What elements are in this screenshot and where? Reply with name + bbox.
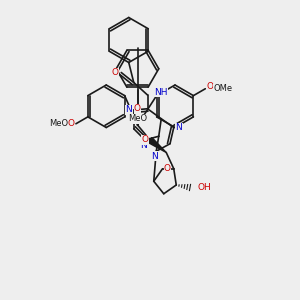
Text: OMe: OMe	[213, 84, 232, 93]
Text: MeO: MeO	[128, 114, 147, 123]
Text: N: N	[152, 152, 158, 161]
Text: N: N	[140, 140, 147, 149]
Text: O: O	[164, 164, 171, 173]
Text: O: O	[207, 82, 214, 91]
Text: NH: NH	[154, 88, 167, 97]
Text: N: N	[176, 123, 182, 132]
Text: OH: OH	[197, 183, 211, 192]
Text: MeO: MeO	[49, 119, 68, 128]
Polygon shape	[148, 137, 166, 152]
Text: O: O	[142, 136, 148, 145]
Text: N: N	[125, 106, 132, 115]
Text: O: O	[112, 68, 118, 77]
Text: O: O	[68, 119, 74, 128]
Text: O: O	[134, 104, 141, 113]
